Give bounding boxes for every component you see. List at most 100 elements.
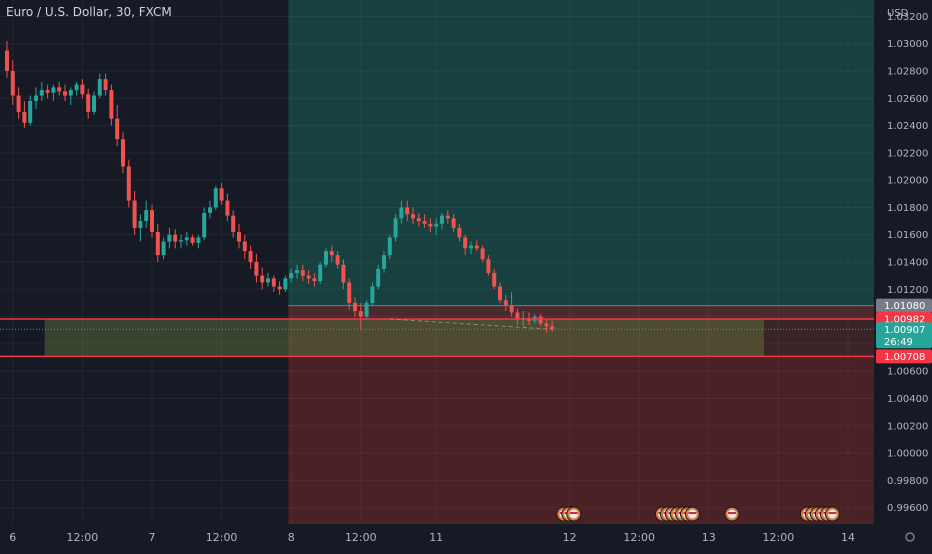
candle-body[interactable] <box>486 259 491 273</box>
candle-body[interactable] <box>144 210 149 222</box>
candle-body[interactable] <box>34 95 38 101</box>
candle-body[interactable] <box>103 79 108 91</box>
current-price-badge[interactable] <box>876 322 932 349</box>
candle-body[interactable] <box>68 90 73 96</box>
candle-body[interactable] <box>300 270 305 276</box>
candle-body[interactable] <box>405 207 410 215</box>
candle-body[interactable] <box>248 251 253 262</box>
profit-area[interactable] <box>288 0 874 306</box>
candle-body[interactable] <box>474 245 479 249</box>
event-flag-icon[interactable] <box>824 506 840 522</box>
event-flag-icon[interactable] <box>684 506 700 522</box>
event-flag-icon[interactable] <box>724 506 740 522</box>
candle-body[interactable] <box>399 207 404 219</box>
candle-body[interactable] <box>39 90 44 96</box>
candle-body[interactable] <box>138 221 143 228</box>
candle-body[interactable] <box>74 84 79 91</box>
candle-body[interactable] <box>5 50 9 71</box>
candle-body[interactable] <box>219 188 224 201</box>
candle-body[interactable] <box>312 278 317 282</box>
candle-body[interactable] <box>341 264 346 283</box>
highlight-zone[interactable] <box>44 319 764 357</box>
candle-body[interactable] <box>57 87 62 92</box>
candle-body[interactable] <box>126 166 131 201</box>
candle-body[interactable] <box>213 188 218 208</box>
candle-body[interactable] <box>324 251 328 265</box>
candle-body[interactable] <box>22 111 27 123</box>
candle-body[interactable] <box>480 248 485 260</box>
candle-body[interactable] <box>196 237 201 243</box>
candle-body[interactable] <box>208 207 212 213</box>
candle-body[interactable] <box>329 251 334 256</box>
candle-body[interactable] <box>86 94 91 112</box>
candle-body[interactable] <box>115 118 120 140</box>
candle-body[interactable] <box>63 91 67 96</box>
candle-body[interactable] <box>109 90 114 119</box>
candle-body[interactable] <box>463 237 468 249</box>
candle-body[interactable] <box>277 286 282 290</box>
candle-body[interactable] <box>266 278 270 283</box>
candle-body[interactable] <box>225 200 230 216</box>
candle-body[interactable] <box>416 218 421 222</box>
time-axis[interactable] <box>0 524 932 550</box>
candle-body[interactable] <box>492 272 497 287</box>
event-flag-icon[interactable] <box>566 506 582 522</box>
candle-body[interactable] <box>347 282 352 303</box>
candle-body[interactable] <box>498 286 502 301</box>
candle-body[interactable] <box>393 218 398 238</box>
candle-body[interactable] <box>132 200 137 228</box>
candle-body[interactable] <box>370 286 375 303</box>
candle-body[interactable] <box>550 326 555 329</box>
candle-body[interactable] <box>544 323 549 327</box>
candle-body[interactable] <box>411 214 415 219</box>
candle-body[interactable] <box>283 278 288 290</box>
candle-body[interactable] <box>237 231 241 242</box>
candle-body[interactable] <box>387 237 392 256</box>
settings-icon[interactable] <box>905 532 915 542</box>
candle-body[interactable] <box>242 241 247 252</box>
target-price-badge[interactable] <box>876 298 932 313</box>
candle-body[interactable] <box>155 231 160 256</box>
candle-body[interactable] <box>358 311 363 317</box>
candle-body[interactable] <box>10 70 15 96</box>
candle-body[interactable] <box>376 268 381 287</box>
candle-body[interactable] <box>121 139 125 167</box>
candle-body[interactable] <box>202 212 207 238</box>
candle-body[interactable] <box>382 255 386 269</box>
candle-body[interactable] <box>173 234 178 242</box>
candle-body[interactable] <box>51 87 56 93</box>
candle-body[interactable] <box>428 223 433 227</box>
candle-body[interactable] <box>16 95 21 112</box>
price-axis[interactable] <box>874 0 932 550</box>
loss-area[interactable] <box>288 356 874 524</box>
candle-body[interactable] <box>150 210 154 232</box>
candle-body[interactable] <box>509 305 514 313</box>
candle-body[interactable] <box>184 237 189 241</box>
candle-body[interactable] <box>161 241 166 256</box>
candle-body[interactable] <box>231 215 236 232</box>
candle-body[interactable] <box>80 84 85 95</box>
candle-body[interactable] <box>440 215 444 224</box>
candle-body[interactable] <box>515 312 520 320</box>
candle-body[interactable] <box>445 215 450 219</box>
candle-body[interactable] <box>271 278 276 287</box>
candle-body[interactable] <box>469 245 473 249</box>
candle-body[interactable] <box>538 316 543 324</box>
candle-body[interactable] <box>422 221 427 224</box>
candle-body[interactable] <box>179 240 183 242</box>
candle-body[interactable] <box>295 270 299 273</box>
candle-body[interactable] <box>457 227 462 238</box>
candle-body[interactable] <box>260 275 265 283</box>
candle-body[interactable] <box>318 264 323 282</box>
candle-body[interactable] <box>451 218 456 228</box>
candle-body[interactable] <box>306 275 311 279</box>
candle-body[interactable] <box>364 302 369 317</box>
candle-body[interactable] <box>503 300 508 306</box>
candle-body[interactable] <box>190 237 195 243</box>
candle-body[interactable] <box>434 223 439 227</box>
candle-body[interactable] <box>289 272 294 279</box>
candle-body[interactable] <box>167 234 172 242</box>
candle-body[interactable] <box>335 255 340 265</box>
